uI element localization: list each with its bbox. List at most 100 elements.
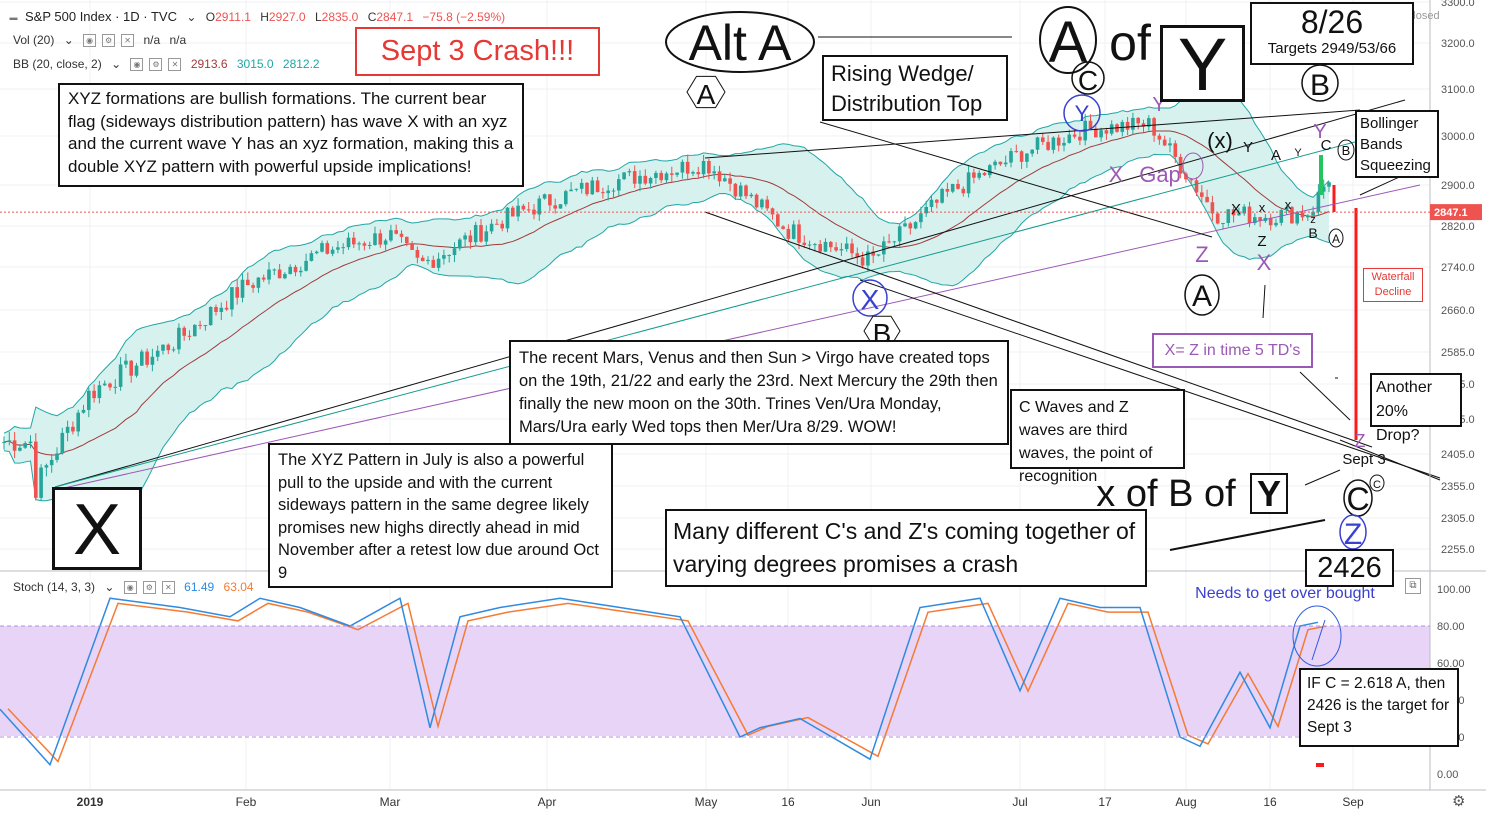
candle-body — [1316, 191, 1321, 212]
candle-body — [28, 441, 33, 444]
candle-body — [733, 183, 738, 197]
time-tick-label: Jul — [1012, 795, 1027, 809]
candle-body — [1041, 137, 1045, 142]
a-hexagon — [686, 75, 726, 109]
eye-icon[interactable]: ◉ — [83, 34, 97, 48]
chevron-down-icon[interactable]: ⌄ — [104, 580, 115, 594]
candle-body — [1014, 151, 1019, 153]
annotation-a-small: A — [1271, 147, 1281, 164]
candle-body — [1088, 120, 1093, 129]
price-tick-label: 2820.0 — [1441, 221, 1475, 233]
annotation-sept3-label: Sept 3 — [1342, 451, 1385, 468]
candle-body — [198, 324, 202, 326]
ohlc-high: H2927.0 — [260, 10, 306, 24]
candle-body — [124, 360, 128, 365]
candle-body — [521, 205, 526, 210]
chevron-down-icon[interactable]: ⌄ — [111, 57, 122, 71]
candle-body — [823, 241, 828, 252]
price-tick-label: 2255.0 — [1441, 544, 1475, 556]
price-tick-label: 2740.0 — [1441, 262, 1475, 274]
eye-icon[interactable]: ◉ — [130, 58, 144, 72]
candle-body — [452, 248, 457, 256]
candle-body — [1125, 121, 1130, 130]
price-tick-label: 3000.0 — [1441, 131, 1475, 143]
candle-body — [447, 255, 451, 257]
candle-body — [829, 241, 833, 248]
candle-body — [1290, 207, 1294, 224]
settings-icon[interactable]: ⚙ — [149, 58, 163, 72]
candle-body — [336, 247, 340, 250]
bb-label[interactable]: BB (20, close, 2) — [13, 57, 102, 71]
candle-body — [1051, 137, 1056, 150]
candle-body — [627, 171, 632, 173]
price-tick-label: 3200.0 — [1441, 38, 1475, 50]
candle-body — [982, 172, 987, 176]
candle-body — [754, 194, 759, 208]
candle-body — [267, 269, 271, 280]
stoch-tick-label: 60.00 — [1437, 658, 1465, 670]
candle-body — [373, 233, 377, 245]
gear-icon[interactable]: ⚙ — [1452, 793, 1466, 810]
candle-body — [118, 364, 123, 387]
candle-body — [680, 161, 685, 173]
close-icon[interactable]: ✕ — [121, 34, 135, 48]
candle-body — [526, 209, 531, 211]
candle-body — [224, 307, 229, 310]
candle-body — [1131, 117, 1135, 130]
candle-body — [1109, 124, 1114, 134]
chevron-down-icon[interactable]: ⌄ — [186, 10, 197, 24]
candle-body — [632, 171, 637, 184]
candle-body — [558, 204, 563, 209]
candle-body — [166, 344, 171, 351]
candle-body — [648, 178, 653, 184]
candle-body — [1268, 217, 1273, 226]
trendline — [819, 121, 1213, 238]
candle-body — [664, 173, 669, 181]
date-826: 8/26 — [1300, 4, 1364, 40]
trendline — [1299, 371, 1351, 421]
candle-body — [760, 199, 764, 208]
x-huge-box: X — [52, 487, 142, 570]
ohlc-open: O2911.1 — [205, 10, 251, 24]
chevron-down-icon[interactable]: ⌄ — [63, 33, 74, 47]
annotation-x-of-b: x of B of — [1096, 473, 1236, 515]
vol-value-1: n/a — [143, 33, 161, 47]
trendline — [54, 99, 1406, 488]
symbol-title[interactable]: S&P 500 Index · 1D · TVC — [25, 9, 177, 24]
many-cs-box: Many different C's and Z's coming togeth… — [665, 509, 1147, 587]
eye-icon[interactable]: ◉ — [123, 581, 137, 595]
candle-body — [807, 244, 812, 246]
stoch-label[interactable]: Stoch (14, 3, 3) — [13, 580, 96, 594]
candle-body — [903, 223, 907, 227]
candle-body — [484, 231, 489, 242]
candle-body — [1247, 206, 1252, 224]
candle-body — [1104, 130, 1109, 134]
bb-legend[interactable]: BB (20, close, 2) ⌄ ◉ ⚙ ✕ 2913.6 3015.0 28… — [13, 57, 326, 72]
candle-body — [357, 243, 361, 245]
stoch-legend[interactable]: Stoch (14, 3, 3) ⌄ ◉ ⚙ ✕ 61.49 63.04 — [13, 580, 260, 595]
symbol-header[interactable]: ▬ S&P 500 Index · 1D · TVC ⌄ O2911.1 H292… — [9, 9, 506, 24]
candle-body — [1274, 222, 1278, 226]
close-icon[interactable]: ✕ — [161, 581, 175, 595]
candle-body — [1009, 151, 1013, 163]
bb-value-2: 3015.0 — [236, 57, 274, 71]
annotation-c-small3: C — [1373, 479, 1381, 491]
trendline — [1304, 469, 1341, 486]
maximize-icon[interactable]: ⧉ — [1405, 578, 1421, 594]
settings-icon[interactable]: ⚙ — [102, 34, 116, 48]
price-tick-label: 2660.0 — [1441, 305, 1475, 317]
vol-legend[interactable]: Vol (20) ⌄ ◉ ⚙ ✕ n/a n/a — [13, 33, 192, 48]
vol-label[interactable]: Vol (20) — [13, 33, 55, 47]
close-icon[interactable]: ✕ — [168, 58, 182, 72]
candle-body — [1035, 137, 1040, 150]
candle-body — [1306, 215, 1310, 218]
candle-body — [866, 251, 870, 266]
candle-body — [569, 189, 573, 192]
candle-body — [283, 274, 287, 279]
candle-body — [670, 173, 674, 175]
candle-body — [590, 180, 595, 195]
settings-icon[interactable]: ⚙ — [142, 581, 156, 595]
candle-body — [749, 194, 754, 197]
candle-body — [442, 255, 446, 259]
annotation-x-purple2: X — [1257, 250, 1272, 275]
